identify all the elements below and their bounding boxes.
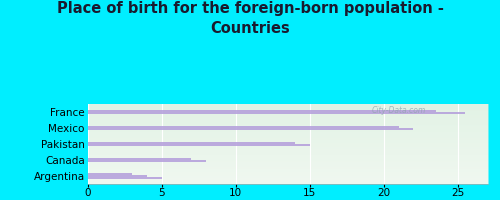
Bar [88, 110, 436, 112]
Bar [88, 158, 191, 160]
Text: City-Data.com: City-Data.com [372, 106, 426, 115]
Text: Place of birth for the foreign-born population -
Countries: Place of birth for the foreign-born popu… [56, 1, 444, 36]
Bar [88, 173, 132, 175]
Bar [88, 160, 206, 162]
Bar [88, 144, 310, 146]
Bar [88, 175, 147, 177]
Bar [88, 128, 413, 130]
Bar [88, 126, 399, 128]
Bar [88, 112, 466, 114]
Bar [88, 177, 162, 179]
Bar [88, 142, 295, 144]
